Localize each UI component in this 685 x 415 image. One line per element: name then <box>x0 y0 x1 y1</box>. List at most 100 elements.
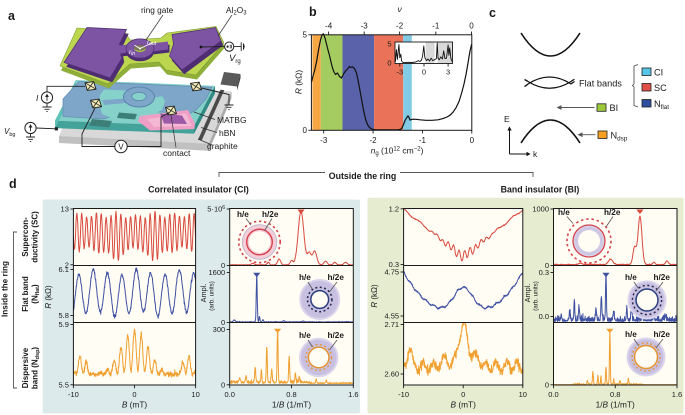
svg-text:rout: rout <box>147 39 157 47</box>
svg-text:0.3: 0.3 <box>389 260 399 269</box>
svg-text:BI: BI <box>610 103 619 113</box>
svg-text:0: 0 <box>461 390 465 399</box>
svg-text:1.6: 1.6 <box>672 390 682 399</box>
svg-text:0.0: 0.0 <box>548 390 558 399</box>
svg-text:Ampl.: Ampl. <box>523 284 532 303</box>
svg-text:-3: -3 <box>361 21 369 30</box>
svg-text:-10: -10 <box>398 390 409 399</box>
svg-text:Al2O3: Al2O3 <box>226 5 247 17</box>
svg-text:ng (1012 cm−2): ng (1012 cm−2) <box>371 146 424 158</box>
svg-text:h/2e: h/2e <box>328 331 345 340</box>
svg-text:graphite: graphite <box>207 141 238 151</box>
svg-text:0: 0 <box>132 390 136 399</box>
svg-text:Dispersive: Dispersive <box>21 347 30 388</box>
svg-text:I: I <box>36 93 39 103</box>
svg-text:Flat bands: Flat bands <box>579 79 622 89</box>
svg-text:1000: 1000 <box>532 205 549 214</box>
svg-text:4.55: 4.55 <box>384 312 399 321</box>
svg-text:ring gate: ring gate <box>141 5 174 15</box>
svg-text:-2: -2 <box>370 136 378 145</box>
svg-text:Correlated insulator (CI): Correlated insulator (CI) <box>148 185 249 195</box>
svg-text:R (kΩ): R (kΩ) <box>44 285 53 309</box>
svg-text:1.2: 1.2 <box>389 204 399 213</box>
svg-text:5.8: 5.8 <box>58 311 68 320</box>
svg-text:1.6: 1.6 <box>348 390 358 399</box>
svg-text:0.8: 0.8 <box>610 390 620 399</box>
svg-text:0: 0 <box>545 380 549 389</box>
svg-text:5.9: 5.9 <box>58 320 68 329</box>
svg-text:-1: -1 <box>419 136 427 145</box>
svg-text:V: V <box>118 143 124 152</box>
svg-text:(Nflat): (Nflat) <box>31 284 42 304</box>
svg-text:Flat band: Flat band <box>21 276 30 312</box>
svg-text:300: 300 <box>213 325 226 334</box>
svg-text:0: 0 <box>221 261 225 270</box>
svg-text:5: 5 <box>387 40 391 49</box>
svg-text:0.3: 0.3 <box>539 268 549 277</box>
svg-text:5·106: 5·106 <box>207 205 225 214</box>
svg-text:h/2e: h/2e <box>654 330 671 339</box>
svg-text:3: 3 <box>446 68 450 77</box>
svg-text:13: 13 <box>61 205 69 214</box>
svg-text:a: a <box>8 9 16 23</box>
svg-text:h/e: h/e <box>625 273 637 282</box>
svg-text:k: k <box>533 149 538 159</box>
svg-text:0: 0 <box>469 21 474 30</box>
svg-text:hBN: hBN <box>219 128 236 138</box>
svg-text:1/B (1/mT): 1/B (1/mT) <box>596 400 635 410</box>
svg-text:Nflat: Nflat <box>654 99 669 111</box>
svg-text:Inside the ring: Inside the ring <box>1 261 10 317</box>
svg-text:0: 0 <box>221 318 225 327</box>
svg-text:ductivity (SC): ductivity (SC) <box>31 211 40 263</box>
svg-text:E: E <box>504 114 510 124</box>
svg-text:band (Ndsp): band (Ndsp) <box>31 347 42 390</box>
svg-text:CI: CI <box>654 68 663 78</box>
svg-text:-3: -3 <box>320 136 328 145</box>
svg-text:h/2e: h/2e <box>654 273 671 282</box>
svg-text:0: 0 <box>221 380 225 389</box>
svg-text:4.75: 4.75 <box>384 268 399 277</box>
svg-text:-4: -4 <box>325 21 333 30</box>
svg-text:R (kΩ): R (kΩ) <box>294 70 304 94</box>
svg-text:Vrg: Vrg <box>229 53 241 65</box>
svg-text:Supercon-: Supercon- <box>21 217 30 257</box>
svg-text:-2: -2 <box>396 21 404 30</box>
svg-text:h/2e: h/2e <box>604 208 621 217</box>
svg-text:B (mT): B (mT) <box>451 400 477 410</box>
svg-text:Ampl.: Ampl. <box>199 284 208 303</box>
svg-text:h/e: h/e <box>299 273 311 282</box>
svg-text:10: 10 <box>519 390 527 399</box>
svg-text:10: 10 <box>191 390 199 399</box>
svg-text:6.1: 6.1 <box>58 265 68 274</box>
svg-text:2: 2 <box>65 260 69 269</box>
svg-text:Ndsp: Ndsp <box>611 131 628 143</box>
svg-text:c: c <box>489 6 496 20</box>
svg-text:h/e: h/e <box>237 210 249 219</box>
svg-text:rin: rin <box>129 49 135 57</box>
svg-text:0: 0 <box>387 59 391 68</box>
svg-text:d: d <box>9 177 17 191</box>
svg-text:-3: -3 <box>396 68 403 77</box>
svg-text:R (kΩ): R (kΩ) <box>370 284 379 308</box>
svg-text:ν: ν <box>397 4 402 14</box>
svg-text:Vbg: Vbg <box>4 127 15 138</box>
svg-text:SC: SC <box>654 83 667 93</box>
svg-text:-1: -1 <box>432 21 440 30</box>
svg-text:5.5: 5.5 <box>58 380 68 389</box>
svg-text:0: 0 <box>545 261 549 270</box>
svg-text:MATBG: MATBG <box>217 115 247 125</box>
svg-text:Outside the ring: Outside the ring <box>329 171 396 181</box>
svg-text:(arb. units): (arb. units) <box>209 281 216 311</box>
svg-text:h/e: h/e <box>558 208 570 217</box>
svg-text:0: 0 <box>422 68 426 77</box>
svg-text:0.0: 0.0 <box>539 312 549 321</box>
svg-text:(arb. units): (arb. units) <box>533 281 540 311</box>
svg-text:contact: contact <box>163 148 191 158</box>
svg-text:2.71: 2.71 <box>384 320 399 329</box>
svg-text:1600: 1600 <box>209 268 226 277</box>
svg-text:-10: -10 <box>68 390 79 399</box>
svg-text:0: 0 <box>470 136 475 145</box>
svg-text:h/2e: h/2e <box>328 273 345 282</box>
svg-text:h/2e: h/2e <box>262 210 279 219</box>
svg-text:B (mT): B (mT) <box>122 400 148 410</box>
